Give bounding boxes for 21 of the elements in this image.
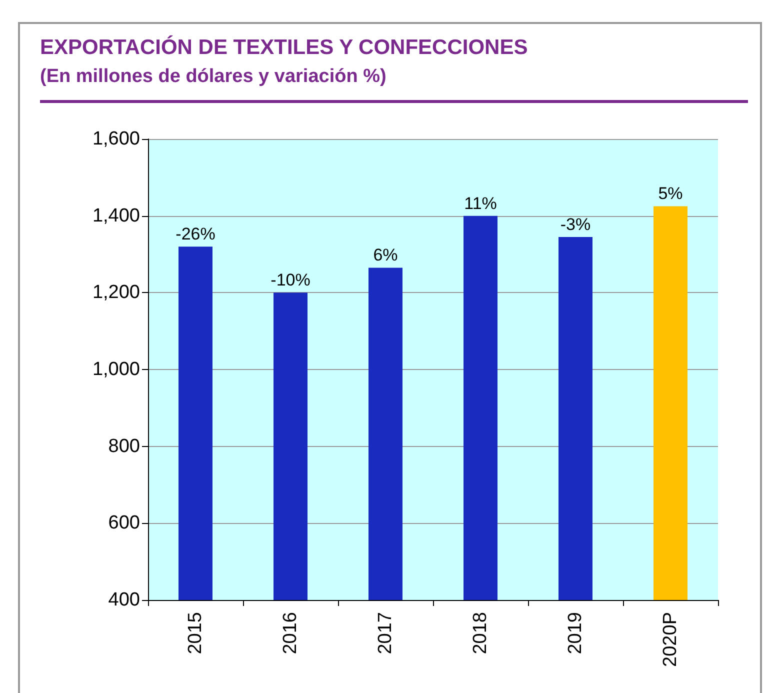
y-tick-label: 600 [108,512,140,534]
chart-title: EXPORTACIÓN DE TEXTILES Y CONFECCIONES [40,36,528,60]
annotation: -3% [560,214,591,234]
y-tick-label: 1,400 [92,205,140,226]
x-tick-label: 2018 [470,612,491,654]
x-tick-label: 2017 [375,612,396,654]
y-tick-label: 800 [108,436,140,457]
y-tick-label: 1,000 [92,359,140,380]
x-tick-label: 2020P [660,612,681,667]
y-tick-label: 400 [108,590,140,610]
x-tick-label: 2019 [565,612,586,654]
x-tick-label: 2015 [185,612,206,654]
annotation: -10% [270,270,310,290]
x-tick-label: 2016 [280,612,301,654]
annotation: -26% [176,224,216,244]
chart-subtitle: (En millones de dólares y variación %) [40,66,386,88]
annotation: 6% [373,246,398,265]
annotation: 11% [464,194,497,213]
y-tick-label: 1,600 [92,128,140,150]
annotation: 5% [658,184,683,204]
y-tick-label: 1,200 [92,282,140,304]
